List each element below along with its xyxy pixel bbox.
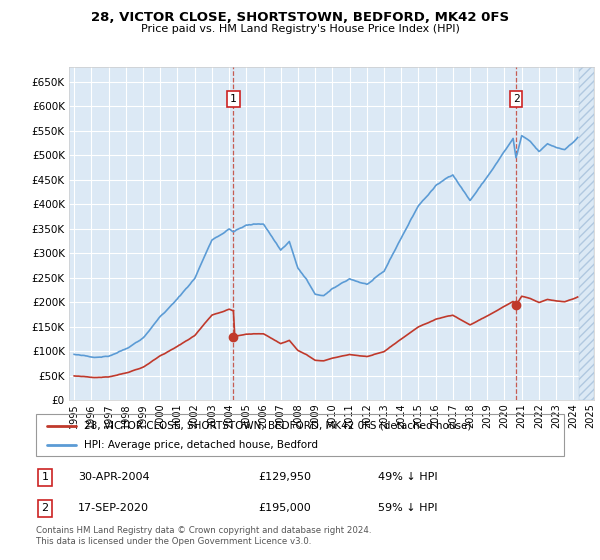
Text: Contains HM Land Registry data © Crown copyright and database right 2024.
This d: Contains HM Land Registry data © Crown c… bbox=[36, 526, 371, 546]
Text: 1: 1 bbox=[230, 94, 237, 104]
Text: Price paid vs. HM Land Registry's House Price Index (HPI): Price paid vs. HM Land Registry's House … bbox=[140, 24, 460, 34]
Text: 17-SEP-2020: 17-SEP-2020 bbox=[78, 503, 149, 513]
Text: 30-APR-2004: 30-APR-2004 bbox=[78, 473, 149, 482]
Text: 59% ↓ HPI: 59% ↓ HPI bbox=[378, 503, 437, 513]
Text: 2: 2 bbox=[41, 503, 49, 513]
Text: £195,000: £195,000 bbox=[258, 503, 311, 513]
Text: HPI: Average price, detached house, Bedford: HPI: Average price, detached house, Bedf… bbox=[83, 440, 317, 450]
Text: £129,950: £129,950 bbox=[258, 473, 311, 482]
Text: 2: 2 bbox=[512, 94, 520, 104]
Text: 49% ↓ HPI: 49% ↓ HPI bbox=[378, 473, 437, 482]
Text: 28, VICTOR CLOSE, SHORTSTOWN, BEDFORD, MK42 0FS (detached house): 28, VICTOR CLOSE, SHORTSTOWN, BEDFORD, M… bbox=[83, 421, 471, 431]
Text: 1: 1 bbox=[41, 473, 49, 482]
Text: 28, VICTOR CLOSE, SHORTSTOWN, BEDFORD, MK42 0FS: 28, VICTOR CLOSE, SHORTSTOWN, BEDFORD, M… bbox=[91, 11, 509, 24]
